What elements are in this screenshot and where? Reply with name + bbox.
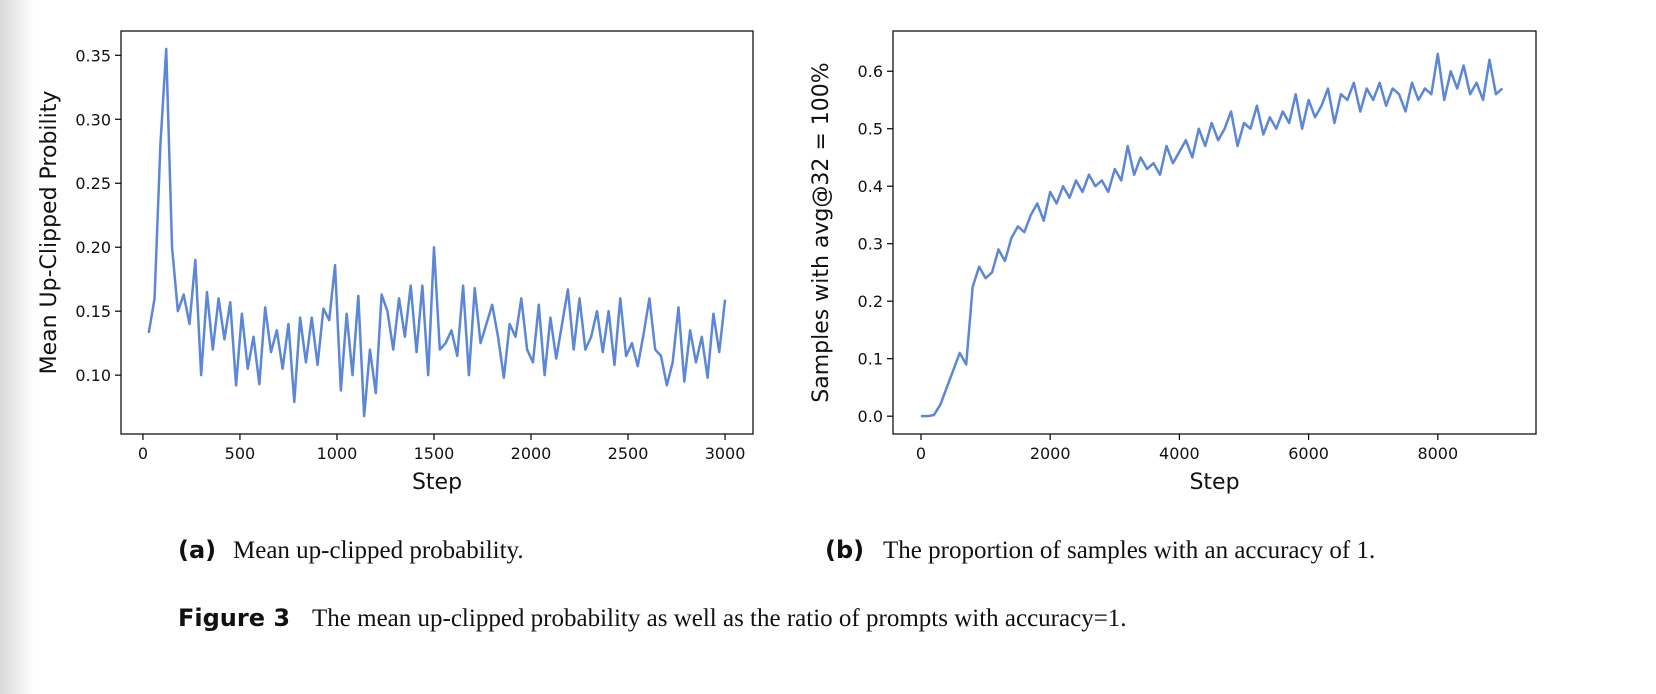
- x-axis-label: Step: [1189, 470, 1239, 495]
- x-tick-label: 6000: [1288, 444, 1329, 463]
- y-tick-label: 0.35: [75, 46, 111, 65]
- y-tick-label: 0.3: [858, 235, 883, 254]
- x-tick-label: 2500: [608, 444, 649, 463]
- x-tick-label: 500: [225, 444, 256, 463]
- y-tick-label: 0.15: [75, 302, 111, 321]
- page-edge: [0, 0, 34, 694]
- y-axis-label: Mean Up-Clipped Probility: [37, 91, 62, 375]
- x-axis-label: Step: [412, 470, 462, 495]
- subcaption-label: (b): [825, 536, 864, 564]
- figure-caption: The mean up-clipped probability as well …: [312, 605, 1127, 632]
- y-tick-label: 0.30: [75, 110, 111, 129]
- x-tick-label: 4000: [1159, 444, 1200, 463]
- subcaption-text: The proportion of samples with an accura…: [883, 537, 1375, 564]
- data-line: [147, 47, 727, 418]
- y-tick-label: 0.20: [75, 238, 111, 257]
- y-tick-label: 0.0: [858, 407, 883, 426]
- x-tick-label: 1000: [317, 444, 358, 463]
- subcaption-label: (a): [178, 536, 216, 564]
- x-tick-label: 8000: [1417, 444, 1458, 463]
- x-tick-label: 2000: [1030, 444, 1071, 463]
- y-tick-label: 0.25: [75, 174, 111, 193]
- subcaption-text: Mean up-clipped probability.: [233, 537, 524, 564]
- figure-label: Figure 3: [178, 604, 290, 632]
- y-tick-label: 0.6: [858, 62, 883, 81]
- data-line: [920, 52, 1504, 418]
- y-tick-label: 0.10: [75, 366, 111, 385]
- x-tick-label: 2000: [511, 444, 552, 463]
- x-tick-label: 0: [138, 444, 148, 463]
- y-tick-label: 0.2: [858, 292, 883, 311]
- plot-frame: [892, 30, 1537, 435]
- y-tick-label: 0.1: [858, 350, 883, 369]
- plot-frame: [120, 30, 754, 435]
- y-tick-label: 0.5: [858, 120, 883, 139]
- y-tick-label: 0.4: [858, 177, 883, 196]
- x-tick-label: 0: [916, 444, 926, 463]
- x-tick-label: 3000: [705, 444, 746, 463]
- x-tick-label: 1500: [414, 444, 455, 463]
- y-axis-label: Samples with avg@32 = 100%: [809, 62, 834, 402]
